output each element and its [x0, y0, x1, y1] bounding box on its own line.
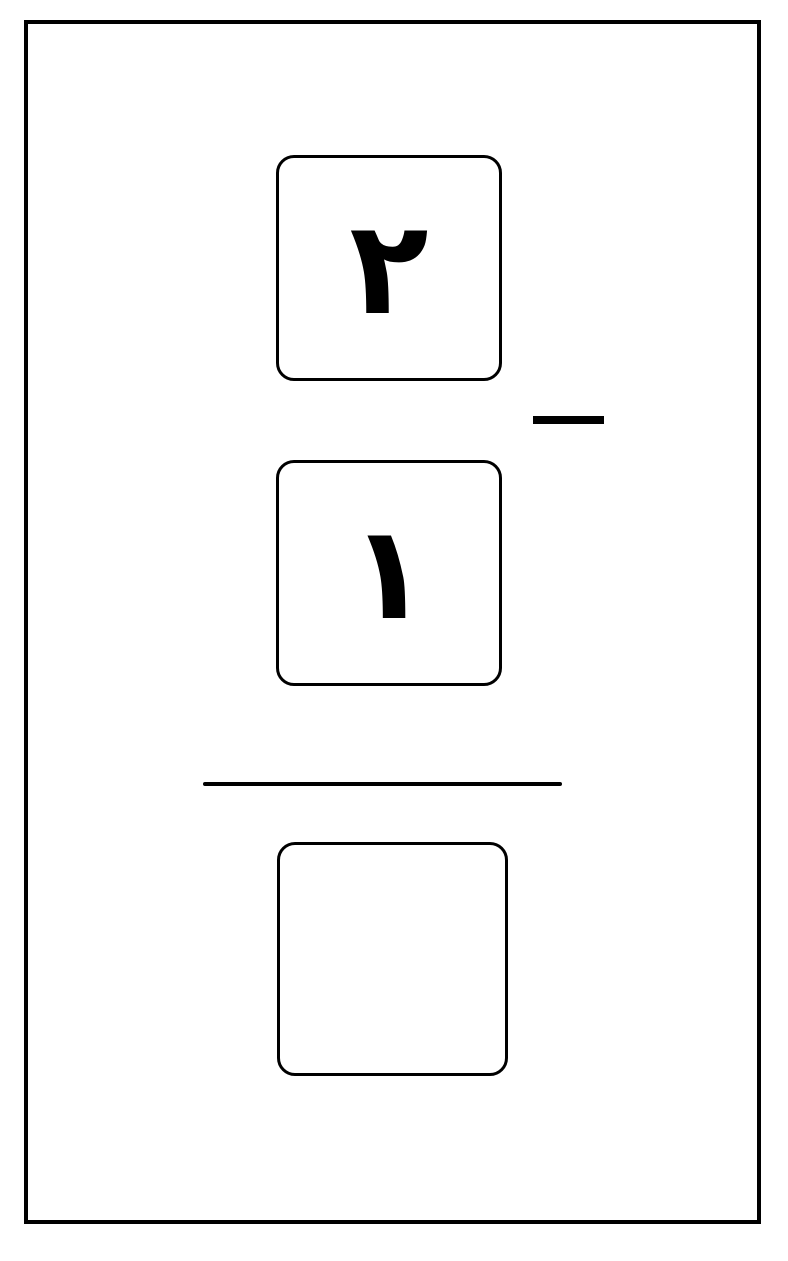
- result-line: [203, 782, 562, 786]
- answer-box[interactable]: [277, 842, 508, 1076]
- minus-sign: [533, 416, 604, 424]
- top-digit-box: ٢: [276, 155, 502, 381]
- top-digit: ٢: [349, 192, 429, 344]
- bottom-digit-box: ١: [276, 460, 502, 686]
- bottom-digit: ١: [349, 497, 429, 649]
